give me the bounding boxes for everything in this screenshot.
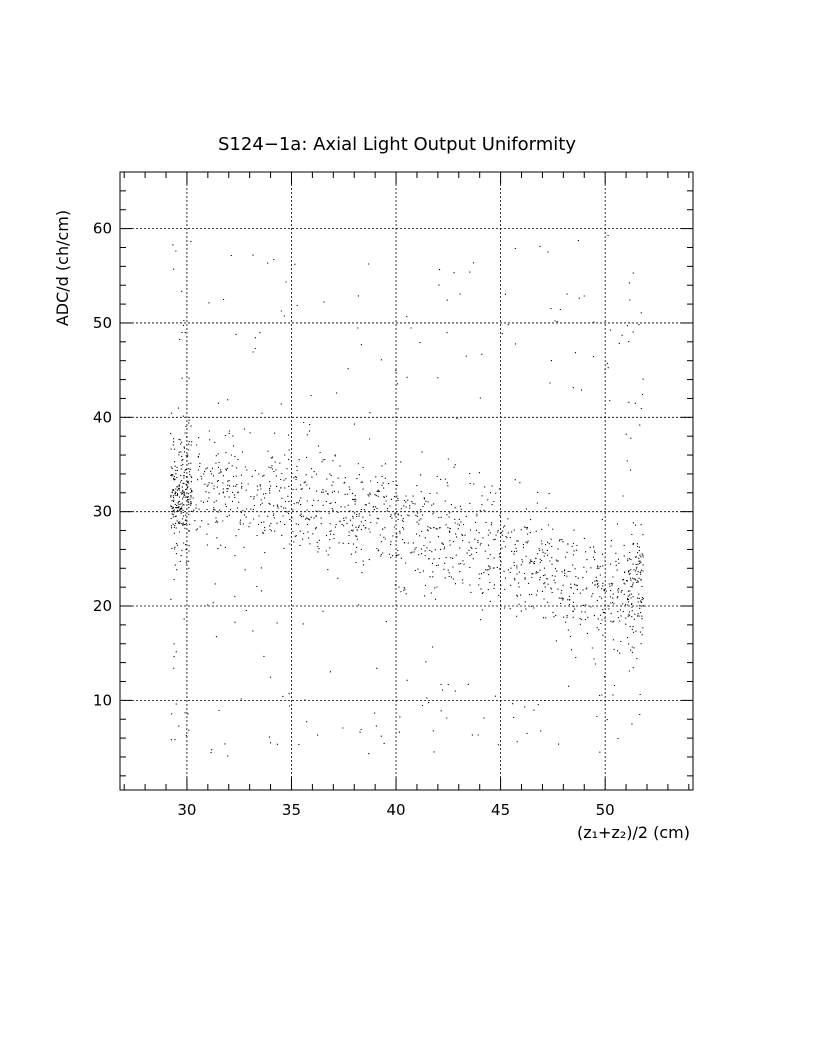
- grid-lines: [120, 172, 693, 790]
- plot-frame: [119, 171, 694, 791]
- x-tick-label: 50: [596, 801, 615, 819]
- y-tick-label: 20: [93, 597, 112, 615]
- data-points: [170, 234, 644, 757]
- y-tick-label: 40: [93, 408, 112, 426]
- y-tick-label: 10: [93, 691, 112, 709]
- axis-ticks: [120, 171, 693, 790]
- scatter-points: [170, 234, 644, 757]
- x-tick-label: 30: [177, 801, 196, 819]
- y-axis-label: ADC/d (ch/cm): [53, 210, 72, 326]
- x-tick-label: 35: [282, 801, 301, 819]
- tick-labels: 30 35 40 45 50 10 20 30 40 50 60: [93, 220, 615, 819]
- y-tick-label: 50: [93, 314, 112, 332]
- x-axis-label: (z₁+z₂)/2 (cm): [577, 823, 690, 842]
- y-tick-label: 60: [93, 220, 112, 238]
- x-tick-label: 45: [491, 801, 510, 819]
- chart-title: S124−1a: Axial Light Output Uniformity: [218, 134, 576, 155]
- x-tick-label: 40: [386, 801, 405, 819]
- y-tick-label: 30: [93, 503, 112, 521]
